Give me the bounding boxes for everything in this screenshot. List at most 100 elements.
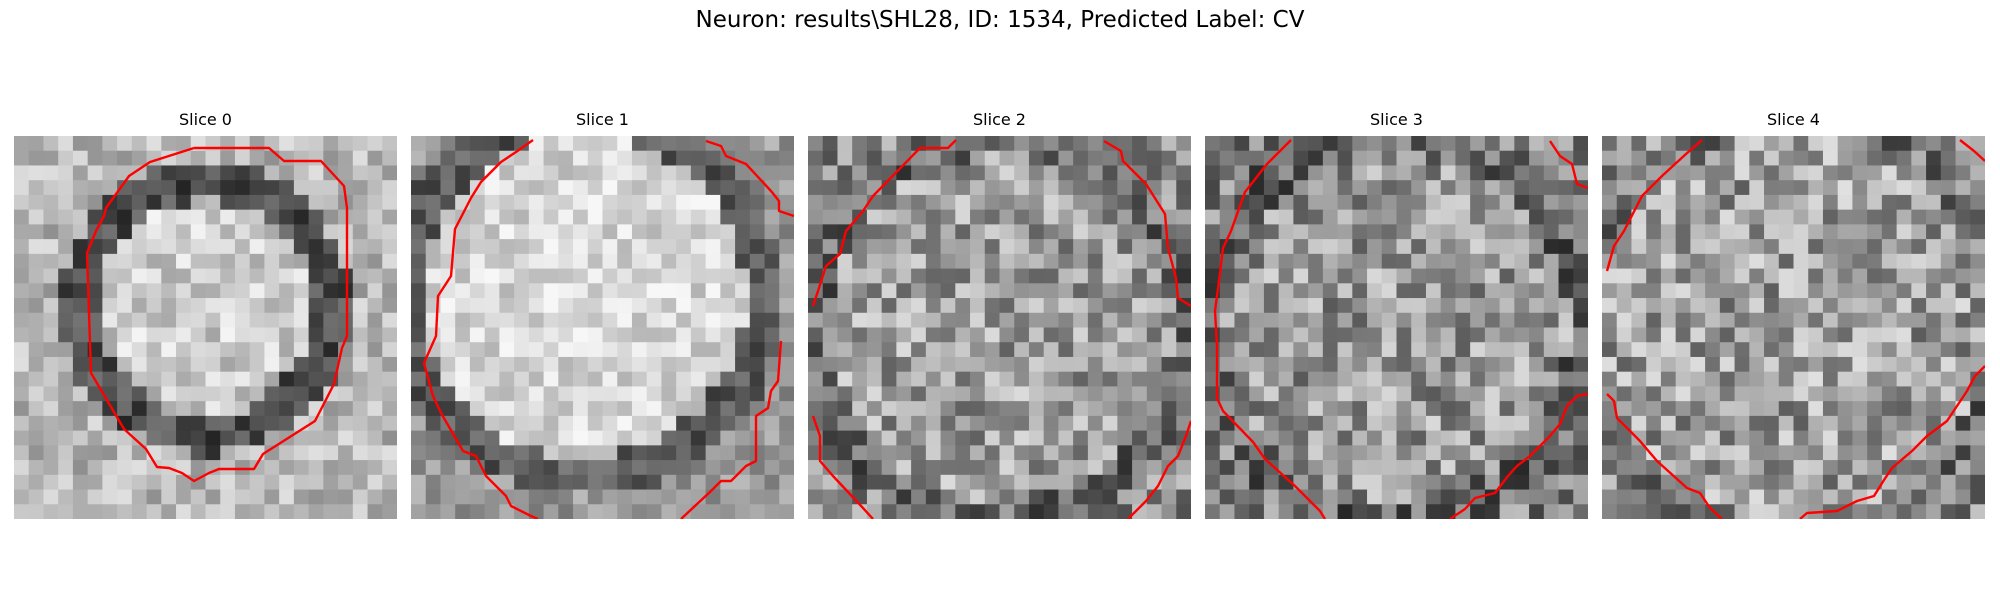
image-pixel (1881, 194, 1898, 211)
image-pixel (72, 253, 89, 270)
image-pixel (528, 386, 545, 402)
image-pixel (1219, 194, 1236, 211)
image-pixel (1132, 430, 1148, 446)
image-pixel (1014, 150, 1030, 167)
image-pixel (1970, 136, 1985, 152)
image-pixel (1234, 504, 1250, 519)
image-pixel (1822, 136, 1839, 152)
image-pixel (43, 327, 59, 343)
image-pixel (264, 371, 280, 388)
image-pixel (970, 504, 986, 519)
image-pixel (1705, 239, 1721, 255)
image-pixel (1837, 342, 1854, 358)
image-pixel (1837, 180, 1854, 196)
image-pixel (808, 504, 824, 519)
image-pixel (1558, 430, 1574, 446)
image-pixel (1014, 194, 1030, 211)
image-pixel (323, 401, 339, 417)
image-pixel (661, 504, 677, 519)
image-pixel (631, 504, 648, 519)
image-pixel (1660, 474, 1677, 491)
image-pixel (117, 474, 133, 491)
image-pixel (1308, 165, 1324, 181)
image-pixel (205, 165, 221, 181)
image-pixel (1822, 268, 1839, 284)
image-pixel (735, 371, 751, 388)
image-pixel (1646, 312, 1662, 329)
image-pixel (617, 194, 633, 211)
image-pixel (249, 460, 266, 476)
image-pixel (1440, 298, 1457, 314)
image-pixel (1867, 268, 1883, 284)
image-pixel (1455, 371, 1471, 388)
image-pixel (1793, 445, 1809, 461)
image-pixel (425, 180, 442, 196)
image-pixel (1263, 430, 1280, 446)
image-pixel (676, 253, 692, 270)
image-pixel (940, 239, 956, 255)
image-pixel (1278, 180, 1294, 196)
image-pixel (1396, 401, 1412, 417)
image-pixel (1749, 504, 1765, 519)
image-pixel (190, 194, 207, 211)
image-pixel (234, 327, 251, 343)
segmentation-contour (1606, 393, 1723, 519)
image-pixel (764, 224, 780, 240)
image-pixel (999, 474, 1015, 491)
image-pixel (1132, 386, 1148, 402)
image-pixel (1087, 415, 1104, 432)
image-pixel (131, 504, 148, 519)
image-pixel (323, 150, 339, 167)
image-pixel (881, 474, 897, 491)
image-pixel (14, 239, 30, 255)
image-pixel (896, 194, 912, 211)
image-pixel (425, 253, 442, 270)
image-pixel (720, 430, 736, 446)
image-pixel (1822, 342, 1839, 358)
image-pixel (1543, 283, 1560, 299)
image-pixel (1161, 194, 1177, 211)
image-pixel (896, 239, 912, 255)
image-pixel (661, 474, 677, 491)
image-pixel (764, 268, 780, 284)
image-pixel (1896, 474, 1912, 491)
image-pixel (676, 356, 692, 373)
image-pixel (1132, 327, 1148, 343)
image-pixel (1499, 474, 1515, 491)
image-pixel (161, 253, 177, 270)
image-pixel (999, 194, 1015, 211)
image-pixel (881, 489, 897, 505)
image-pixel (1926, 356, 1942, 373)
image-pixel (1263, 268, 1280, 284)
image-pixel (1043, 239, 1060, 255)
image-pixel (1631, 298, 1647, 314)
image-pixel (1852, 283, 1868, 299)
image-pixel (1573, 136, 1588, 152)
image-pixel (1734, 327, 1750, 343)
image-pixel (1896, 180, 1912, 196)
image-pixel (587, 371, 604, 388)
image-pixel (1793, 268, 1809, 284)
image-pixel (1161, 342, 1177, 358)
image-pixel (499, 430, 515, 446)
image-pixel (1381, 356, 1398, 373)
image-pixel (1028, 356, 1045, 373)
image-pixel (1028, 194, 1045, 211)
image-pixel (1616, 489, 1633, 505)
image-pixel (1926, 136, 1942, 152)
image-pixel (676, 474, 692, 491)
image-pixel (1573, 489, 1588, 505)
image-pixel (779, 504, 794, 519)
image-pixel (1660, 165, 1677, 181)
image-pixel (1764, 136, 1780, 152)
image-pixel (749, 474, 766, 491)
image-pixel (1322, 489, 1339, 505)
image-pixel (1219, 474, 1236, 491)
image-pixel (1308, 194, 1324, 211)
image-pixel (925, 460, 942, 476)
image-pixel (602, 239, 618, 255)
image-pixel (749, 415, 766, 432)
image-pixel (1176, 150, 1191, 167)
image-pixel (1543, 327, 1560, 343)
image-pixel (1970, 298, 1985, 314)
